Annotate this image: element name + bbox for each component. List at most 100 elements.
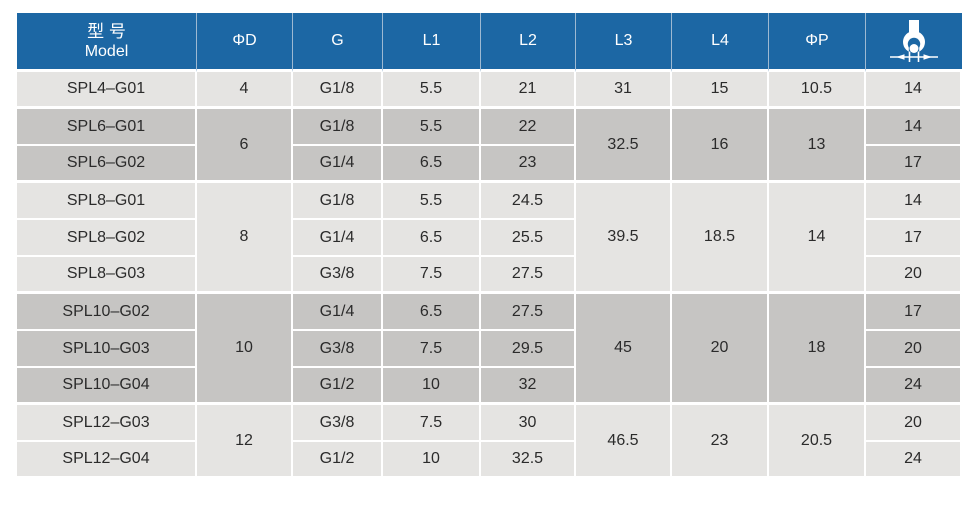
cell-l2: 22 xyxy=(481,109,576,146)
header-wrench xyxy=(866,13,962,72)
cell-l4: 23 xyxy=(672,405,769,479)
cell-g: G1/8 xyxy=(293,109,383,146)
header-phi-d: ΦD xyxy=(197,13,293,72)
cell-l1: 10 xyxy=(383,368,481,405)
cell-model: SPL8–G01 xyxy=(17,183,197,220)
cell-l2: 32 xyxy=(481,368,576,405)
cell-l2: 23 xyxy=(481,146,576,183)
header-phi-p: ΦP xyxy=(769,13,866,72)
cell-l1: 6.5 xyxy=(383,220,481,257)
cell-model: SPL8–G02 xyxy=(17,220,197,257)
cell-l3: 32.5 xyxy=(576,109,672,183)
cell-l1: 7.5 xyxy=(383,405,481,442)
table-row: SPL8–G02 G1/4 6.5 25.5 17 xyxy=(17,220,962,257)
header-l3: L3 xyxy=(576,13,672,72)
table-row: SPL4–G01 4 G1/8 5.5 21 31 15 10.5 14 xyxy=(17,72,962,109)
cell-phi-p: 18 xyxy=(769,294,866,405)
cell-g: G3/8 xyxy=(293,405,383,442)
cell-l3: 31 xyxy=(576,72,672,109)
cell-g: G1/4 xyxy=(293,220,383,257)
header-model-en: Model xyxy=(84,43,129,61)
cell-wrench-size: 14 xyxy=(866,183,962,220)
cell-l2: 25.5 xyxy=(481,220,576,257)
header-l2: L2 xyxy=(481,13,576,72)
cell-wrench-size: 20 xyxy=(866,405,962,442)
cell-l3: 45 xyxy=(576,294,672,405)
cell-model: SPL8–G03 xyxy=(17,257,197,294)
cell-l1: 6.5 xyxy=(383,294,481,331)
cell-wrench-size: 14 xyxy=(866,72,962,109)
table-row: SPL6–G02 G1/4 6.5 23 17 xyxy=(17,146,962,183)
cell-g: G1/8 xyxy=(293,183,383,220)
table-row: SPL10–G03 G3/8 7.5 29.5 20 xyxy=(17,331,962,368)
header-model: 型 号 Model xyxy=(17,13,197,72)
cell-model: SPL4–G01 xyxy=(17,72,197,109)
cell-l2: 32.5 xyxy=(481,442,576,479)
cell-phi-d: 12 xyxy=(197,405,293,479)
cell-wrench-size: 20 xyxy=(866,331,962,368)
spec-table-container: 型 号 Model ΦD G L1 L2 L3 L4 ΦP xyxy=(17,13,962,479)
cell-l1: 5.5 xyxy=(383,72,481,109)
cell-l4: 18.5 xyxy=(672,183,769,294)
table-row: SPL12–G04 G1/2 10 32.5 24 xyxy=(17,442,962,479)
cell-phi-p: 10.5 xyxy=(769,72,866,109)
cell-l2: 29.5 xyxy=(481,331,576,368)
cell-model: SPL10–G03 xyxy=(17,331,197,368)
spec-table: 型 号 Model ΦD G L1 L2 L3 L4 ΦP xyxy=(17,13,962,479)
cell-l3: 39.5 xyxy=(576,183,672,294)
header-l4: L4 xyxy=(672,13,769,72)
cell-l1: 7.5 xyxy=(383,257,481,294)
table-row: SPL6–G01 6 G1/8 5.5 22 32.5 16 13 14 xyxy=(17,109,962,183)
header-g: G xyxy=(293,13,383,72)
cell-l2: 27.5 xyxy=(481,294,576,331)
cell-wrench-size: 24 xyxy=(866,368,962,405)
table-row: SPL8–G03 G3/8 7.5 27.5 20 xyxy=(17,257,962,294)
cell-model: SPL10–G04 xyxy=(17,368,197,405)
cell-phi-p: 13 xyxy=(769,109,866,183)
cell-g: G1/2 xyxy=(293,368,383,405)
header-row: 型 号 Model ΦD G L1 L2 L3 L4 ΦP xyxy=(17,13,962,72)
cell-model: SPL6–G02 xyxy=(17,146,197,183)
cell-l1: 5.5 xyxy=(383,183,481,220)
cell-model: SPL12–G04 xyxy=(17,442,197,479)
cell-g: G1/4 xyxy=(293,294,383,331)
cell-phi-p: 14 xyxy=(769,183,866,294)
cell-l2: 24.5 xyxy=(481,183,576,220)
cell-phi-d: 6 xyxy=(197,109,293,183)
cell-g: G3/8 xyxy=(293,257,383,294)
cell-l3: 46.5 xyxy=(576,405,672,479)
cell-l4: 20 xyxy=(672,294,769,405)
cell-g: G1/2 xyxy=(293,442,383,479)
cell-wrench-size: 24 xyxy=(866,442,962,479)
table-row: SPL10–G02 10 G1/4 6.5 27.5 45 20 18 17 xyxy=(17,294,962,405)
cell-model: SPL6–G01 xyxy=(17,109,197,146)
header-model-zh: 型 号 xyxy=(87,21,126,41)
cell-l1: 6.5 xyxy=(383,146,481,183)
cell-g: G1/8 xyxy=(293,72,383,109)
cell-phi-p: 20.5 xyxy=(769,405,866,479)
cell-phi-d: 8 xyxy=(197,183,293,294)
cell-wrench-size: 17 xyxy=(866,146,962,183)
header-l1: L1 xyxy=(383,13,481,72)
table-row: SPL12–G03 12 G3/8 7.5 30 46.5 23 20.5 20 xyxy=(17,405,962,479)
spec-table-body: SPL4–G01 4 G1/8 5.5 21 31 15 10.5 14 SPL6–G01 6 G1/… xyxy=(17,72,962,479)
cell-l2: 30 xyxy=(481,405,576,442)
cell-phi-d: 4 xyxy=(197,72,293,109)
cell-l4: 16 xyxy=(672,109,769,183)
cell-wrench-size: 17 xyxy=(866,220,962,257)
cell-g: G1/4 xyxy=(293,146,383,183)
cell-model: SPL12–G03 xyxy=(17,405,197,442)
table-row: SPL10–G04 G1/2 10 32 24 xyxy=(17,368,962,405)
cell-model: SPL10–G02 xyxy=(17,294,197,331)
cell-wrench-size: 20 xyxy=(866,257,962,294)
cell-l4: 15 xyxy=(672,72,769,109)
cell-g: G3/8 xyxy=(293,331,383,368)
cell-wrench-size: 14 xyxy=(866,109,962,146)
cell-l1: 10 xyxy=(383,442,481,479)
table-row: SPL8–G01 8 G1/8 5.5 24.5 39.5 18.5 14 14 xyxy=(17,183,962,294)
cell-phi-d: 10 xyxy=(197,294,293,405)
wrench-across-flats-icon xyxy=(866,18,962,64)
cell-wrench-size: 17 xyxy=(866,294,962,331)
cell-l2: 21 xyxy=(481,72,576,109)
cell-l2: 27.5 xyxy=(481,257,576,294)
